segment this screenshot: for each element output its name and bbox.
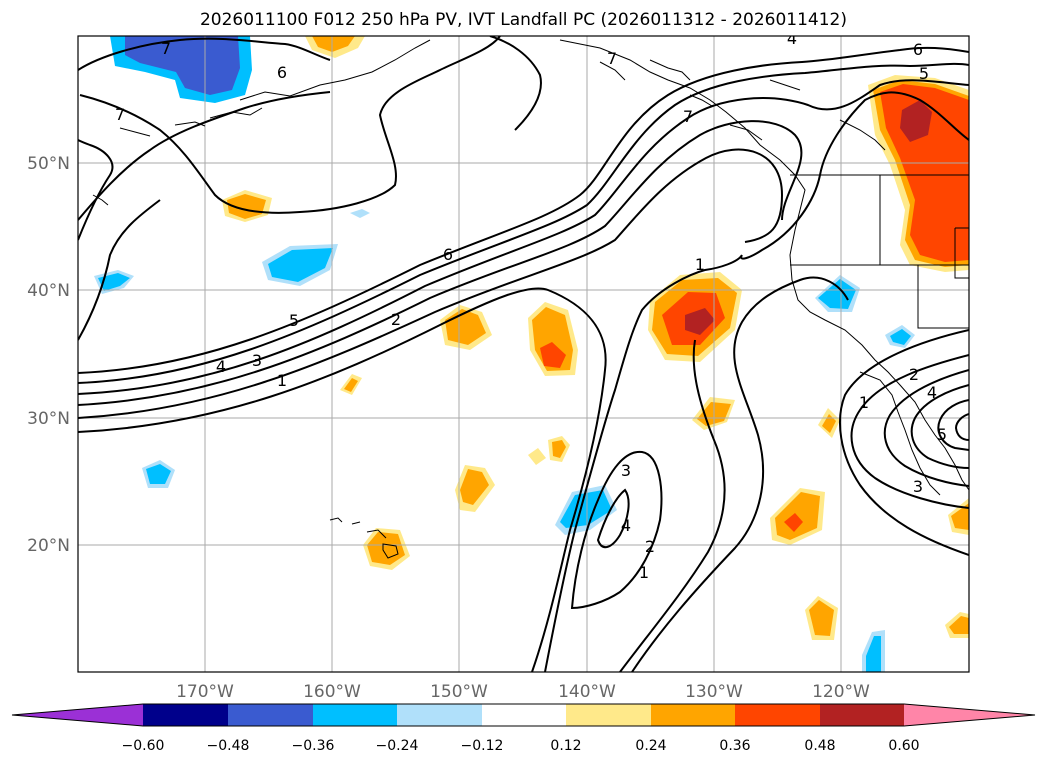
contour-label: 1 bbox=[695, 255, 705, 274]
contour-label: 3 bbox=[913, 477, 923, 496]
contour-label: 5 bbox=[289, 311, 299, 330]
blob-north-blue bbox=[110, 36, 252, 103]
contour-label: 1 bbox=[859, 393, 869, 412]
colorbar-bin bbox=[651, 704, 735, 726]
lat-label: 50°N bbox=[27, 154, 70, 174]
blob-blue-west-coast bbox=[815, 275, 860, 312]
lon-label: 170°W bbox=[176, 682, 234, 702]
colorbar-under-arrow bbox=[12, 704, 143, 726]
lat-label: 30°N bbox=[27, 409, 70, 429]
blob-orange-122 bbox=[818, 408, 840, 438]
colorbar-bin bbox=[143, 704, 228, 726]
lat-label: 40°N bbox=[27, 281, 70, 301]
colorbar-outline bbox=[11, 703, 1036, 727]
colorbar-bin bbox=[735, 704, 820, 726]
colorbar-over-arrow bbox=[904, 704, 1035, 726]
blob-orange-hawaii bbox=[363, 528, 410, 570]
colorbar-bin bbox=[820, 704, 904, 726]
contour-label: 3 bbox=[252, 351, 262, 370]
blob-orange-123 bbox=[770, 488, 825, 545]
map-panel bbox=[78, 36, 969, 672]
contour-label: 5 bbox=[937, 425, 947, 444]
contour-label: 2 bbox=[909, 365, 919, 384]
blob-blue-small-coast bbox=[885, 325, 915, 348]
colorbar-bin bbox=[482, 704, 566, 726]
contour-label: 2 bbox=[391, 310, 401, 329]
map-frame bbox=[77, 35, 970, 673]
colorbar-tick: 0.36 bbox=[719, 738, 750, 754]
colorbar-tick: 0.48 bbox=[804, 738, 835, 754]
contours bbox=[78, 36, 969, 672]
colorbar-tick: 0.12 bbox=[550, 738, 581, 754]
map-title: 2026011100 F012 250 hPa PV, IVT Landfall… bbox=[199, 10, 847, 30]
colorbar: −0.60 −0.48 −0.36 −0.24 −0.12 0.12 0.24 … bbox=[11, 703, 1036, 754]
contour-label: 7 bbox=[683, 107, 693, 126]
contour-label: 7 bbox=[161, 39, 171, 58]
blob-orange-143-small bbox=[528, 436, 570, 465]
blob-small-left-blue bbox=[142, 460, 175, 488]
contour-label: 7 bbox=[115, 105, 125, 124]
colorbar-bin bbox=[313, 704, 397, 726]
blob-northeast-red bbox=[868, 75, 969, 272]
contour-label: 3 bbox=[621, 461, 631, 480]
lon-label: 150°W bbox=[430, 682, 488, 702]
coastlines bbox=[92, 39, 969, 559]
colorbar-tick: −0.24 bbox=[376, 738, 419, 754]
blob-tiny-orange bbox=[340, 374, 362, 395]
contour-label: 1 bbox=[639, 563, 649, 582]
lon-label: 140°W bbox=[558, 682, 616, 702]
contour-label: 4 bbox=[216, 357, 226, 376]
colorbar-tick: −0.60 bbox=[122, 738, 165, 754]
colorbar-tick: −0.48 bbox=[207, 738, 250, 754]
contour-label: 6 bbox=[277, 63, 287, 82]
colorbar-tick: 0.24 bbox=[635, 738, 666, 754]
blob-orange-south bbox=[805, 596, 838, 640]
colorbar-bin bbox=[566, 704, 651, 726]
contour-label: 7 bbox=[607, 49, 617, 68]
blob-orange-150-south bbox=[455, 465, 495, 512]
blob-orange-143 bbox=[528, 302, 578, 376]
colorbar-bin bbox=[228, 704, 313, 726]
colorbar-tick: 0.60 bbox=[888, 738, 919, 754]
lon-label: 160°W bbox=[303, 682, 361, 702]
contour-label: 6 bbox=[913, 40, 923, 59]
blob-small-blue bbox=[350, 209, 370, 218]
map-content: 7 6 7 7 6 5 6 5 4 3 2 1 1 3 4 2 1 1 2 3 … bbox=[78, 29, 969, 672]
contour-label: 6 bbox=[443, 245, 453, 264]
contour-labels: 7 6 7 7 6 5 6 5 4 3 2 1 1 3 4 2 1 1 2 3 … bbox=[115, 29, 947, 582]
contour-label: 2 bbox=[645, 537, 655, 556]
latitude-labels: 50°N 40°N 30°N 20°N bbox=[27, 154, 70, 556]
contour-label: 4 bbox=[621, 516, 631, 535]
blob-red-131 bbox=[648, 272, 742, 362]
blob-north-orange bbox=[305, 36, 365, 58]
lon-label: 130°W bbox=[685, 682, 743, 702]
colorbar-tick: −0.36 bbox=[292, 738, 335, 754]
contour-label: 1 bbox=[277, 371, 287, 390]
contour-label: 5 bbox=[919, 64, 929, 83]
lat-label: 20°N bbox=[27, 536, 70, 556]
colorbar-ticks: −0.60 −0.48 −0.36 −0.24 −0.12 0.12 0.24 … bbox=[122, 738, 920, 754]
longitude-labels: 170°W 160°W 150°W 140°W 130°W 120°W bbox=[176, 682, 870, 702]
colorbar-bin bbox=[397, 704, 482, 726]
blob-orange-west bbox=[222, 190, 272, 222]
blob-blue-mid bbox=[262, 244, 338, 286]
blob-orange-se bbox=[945, 612, 969, 638]
lon-label: 120°W bbox=[812, 682, 870, 702]
contour-label: 4 bbox=[787, 29, 797, 48]
blob-blue-south bbox=[862, 630, 885, 672]
colorbar-tick: −0.12 bbox=[461, 738, 504, 754]
contour-label: 4 bbox=[927, 383, 937, 402]
